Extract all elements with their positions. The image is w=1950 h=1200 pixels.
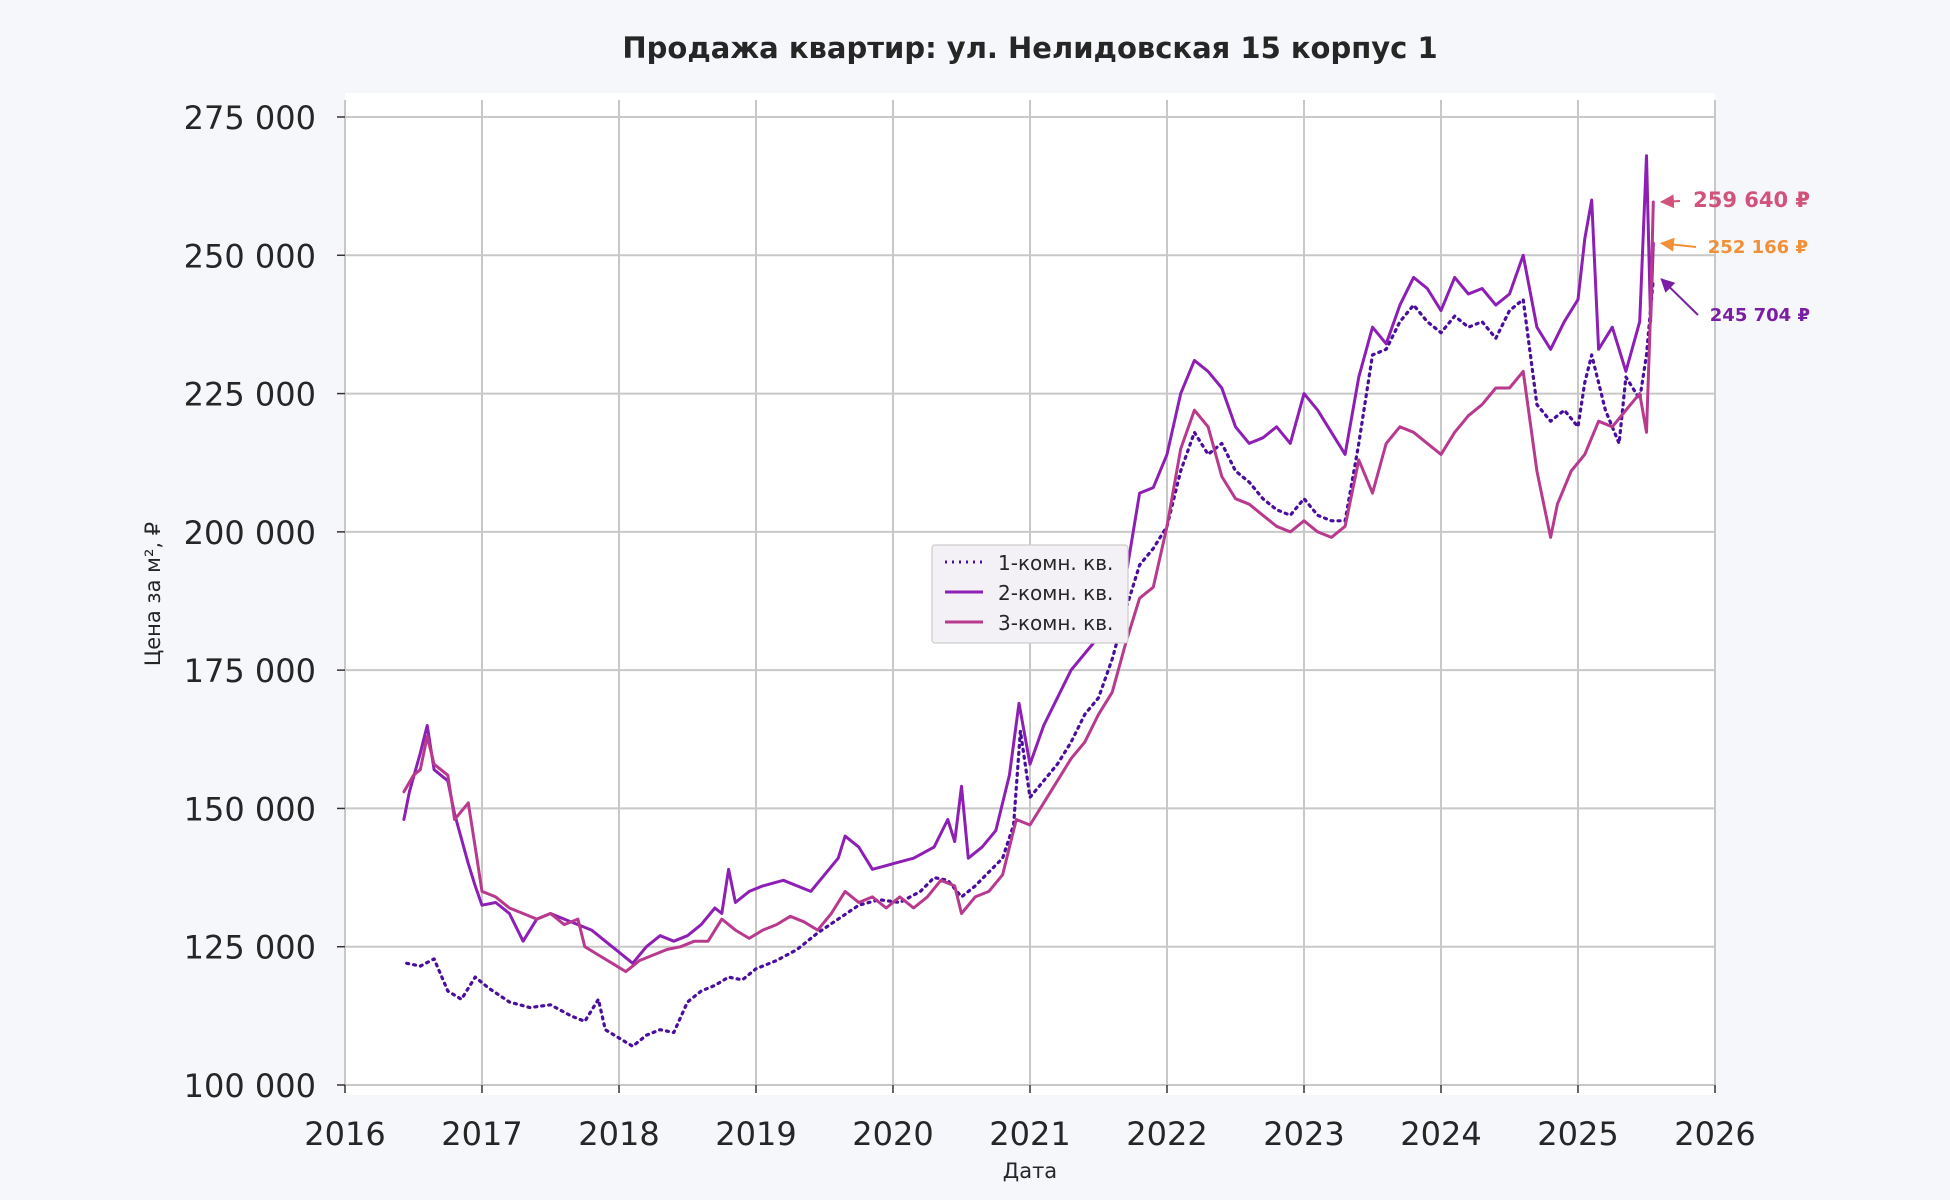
series-line-2-room — [402, 154, 1655, 965]
annotation-arrow — [1659, 194, 1681, 209]
x-tick-label: 2023 — [1263, 1115, 1344, 1153]
x-tick-label: 2022 — [1126, 1115, 1207, 1153]
y-tick-label: 275 000 — [184, 99, 316, 137]
x-tick-label: 2026 — [1674, 1115, 1755, 1153]
chart-title: Продажа квартир: ул. Нелидовская 15 корп… — [622, 31, 1437, 65]
legend-label-3-room: 3-комн. кв. — [998, 611, 1113, 635]
y-tick-label: 125 000 — [184, 929, 316, 967]
y-tick-label: 250 000 — [184, 237, 316, 275]
legend-box — [931, 544, 1129, 644]
x-tick-label: 2020 — [852, 1115, 933, 1153]
x-tick-label: 2016 — [304, 1115, 385, 1153]
last-value-label-2-room: 252 166 ₽ — [1708, 237, 1808, 258]
ticks: 2016 2017 2018 2019 2020 2021 2022 2023 2024 2025… — [184, 99, 1756, 1153]
x-axis-label: Дата — [1003, 1159, 1057, 1183]
x-tick-label: 2024 — [1400, 1115, 1481, 1153]
annotation-arrow — [1659, 237, 1697, 252]
x-tick-label: 2018 — [578, 1115, 659, 1153]
y-tick-label: 200 000 — [184, 514, 316, 552]
x-tick-label: 2021 — [989, 1115, 1070, 1153]
x-tick-label: 2025 — [1537, 1115, 1618, 1153]
series-line-3-room — [402, 200, 1655, 974]
y-axis-label: Цена за м², ₽ — [141, 522, 165, 666]
grid — [344, 100, 1716, 1086]
legend: 1-комн. кв. 2-комн. кв. 3-комн. кв. — [931, 544, 1129, 644]
x-tick-label: 2017 — [441, 1115, 522, 1153]
x-tick-label: 2019 — [715, 1115, 796, 1153]
y-tick-label: 150 000 — [184, 790, 316, 828]
legend-label-2-room: 2-комн. кв. — [998, 581, 1113, 605]
annotations: 245 704 ₽ 252 166 ₽ 259 640 ₽ — [1659, 188, 1810, 326]
series-line-1-room — [405, 277, 1655, 1048]
last-value-label-3-room: 259 640 ₽ — [1693, 188, 1810, 212]
last-value-label-1-room: 245 704 ₽ — [1710, 305, 1810, 326]
y-tick-label: 175 000 — [184, 652, 316, 690]
y-tick-label: 225 000 — [184, 376, 316, 414]
legend-label-1-room: 1-комн. кв. — [998, 551, 1113, 575]
series-group — [402, 154, 1655, 1048]
annotation-arrow — [1660, 278, 1699, 316]
y-tick-label: 100 000 — [184, 1067, 316, 1105]
